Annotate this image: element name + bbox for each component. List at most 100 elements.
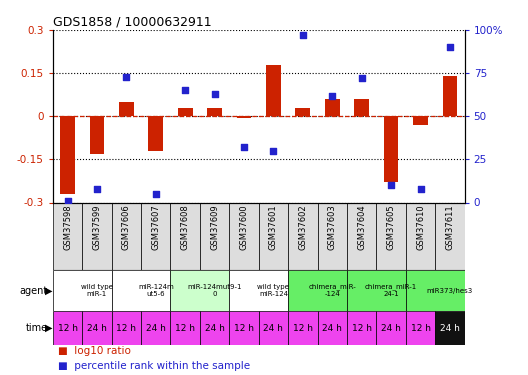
Text: GSM37604: GSM37604 [357,204,366,250]
Bar [200,202,229,270]
Text: miR-124m
ut5-6: miR-124m ut5-6 [138,284,174,297]
Point [357,75,366,81]
Text: 12 h: 12 h [293,324,313,333]
Text: GSM37600: GSM37600 [240,204,249,250]
Text: agent: agent [19,286,48,296]
Text: GSM37606: GSM37606 [122,204,131,250]
Bar [288,311,317,345]
Text: GSM37602: GSM37602 [298,204,307,250]
Text: miR-124mut9-1
0: miR-124mut9-1 0 [187,284,242,297]
Bar [229,202,259,270]
Bar [325,99,340,116]
Text: ■  log10 ratio: ■ log10 ratio [58,346,131,356]
Point [181,87,190,93]
Point [446,44,454,50]
Bar [207,108,222,116]
Bar [317,202,347,270]
Point [122,74,130,80]
Bar [53,270,111,311]
Text: 24 h: 24 h [322,324,342,333]
Text: GSM37599: GSM37599 [92,204,101,250]
Text: 12 h: 12 h [410,324,430,333]
Bar [119,102,134,116]
Bar [288,202,317,270]
Bar [171,202,200,270]
Bar [317,311,347,345]
Bar [406,202,435,270]
Bar [413,116,428,125]
Bar [111,270,171,311]
Point [328,93,336,99]
Point [210,91,219,97]
Bar [435,311,465,345]
Text: 12 h: 12 h [58,324,78,333]
Bar [406,270,465,311]
Bar [347,311,376,345]
Point [416,186,425,192]
Text: GSM37601: GSM37601 [269,204,278,250]
Text: 12 h: 12 h [234,324,254,333]
Bar [82,202,111,270]
Text: 12 h: 12 h [116,324,136,333]
Text: ■  percentile rank within the sample: ■ percentile rank within the sample [58,361,250,371]
Bar [111,202,141,270]
Bar [82,311,111,345]
Bar [229,311,259,345]
Text: miR373/hes3: miR373/hes3 [427,288,473,294]
Bar [259,311,288,345]
Text: 24 h: 24 h [205,324,224,333]
Text: 24 h: 24 h [146,324,166,333]
Text: GSM37611: GSM37611 [446,204,455,250]
Bar [171,311,200,345]
Text: ▶: ▶ [45,323,52,333]
Bar [406,311,435,345]
Bar [376,202,406,270]
Bar [435,202,465,270]
Bar [442,76,457,116]
Text: GDS1858 / 10000632911: GDS1858 / 10000632911 [53,16,211,29]
Point [63,198,72,204]
Bar [266,64,281,116]
Bar [53,311,82,345]
Bar [347,270,406,311]
Text: GSM37610: GSM37610 [416,204,425,250]
Text: 24 h: 24 h [87,324,107,333]
Bar [354,99,369,116]
Point [387,182,395,188]
Text: time: time [25,323,48,333]
Text: wild type
miR-124: wild type miR-124 [258,284,289,297]
Text: 24 h: 24 h [381,324,401,333]
Bar [111,311,141,345]
Point [269,148,278,154]
Bar [141,202,171,270]
Bar [384,116,399,182]
Text: GSM37598: GSM37598 [63,204,72,250]
Text: 12 h: 12 h [352,324,372,333]
Bar [171,270,229,311]
Bar [347,202,376,270]
Bar [141,311,171,345]
Bar [148,116,163,151]
Bar [60,116,75,194]
Text: chimera_miR-1
24-1: chimera_miR-1 24-1 [365,284,417,297]
Text: GSM37607: GSM37607 [151,204,161,250]
Text: GSM37608: GSM37608 [181,204,190,250]
Point [93,186,101,192]
Point [299,32,307,38]
Text: GSM37605: GSM37605 [386,204,395,250]
Text: GSM37603: GSM37603 [328,204,337,250]
Text: ▶: ▶ [45,286,52,296]
Bar [90,116,105,154]
Bar [178,108,193,116]
Bar [376,311,406,345]
Bar [200,311,229,345]
Point [152,191,160,197]
Bar [259,202,288,270]
Bar [288,270,347,311]
Bar [237,116,251,118]
Text: chimera_miR-
-124: chimera_miR- -124 [308,284,356,297]
Text: wild type
miR-1: wild type miR-1 [81,284,113,297]
Text: 24 h: 24 h [263,324,284,333]
Text: 12 h: 12 h [175,324,195,333]
Text: 24 h: 24 h [440,324,460,333]
